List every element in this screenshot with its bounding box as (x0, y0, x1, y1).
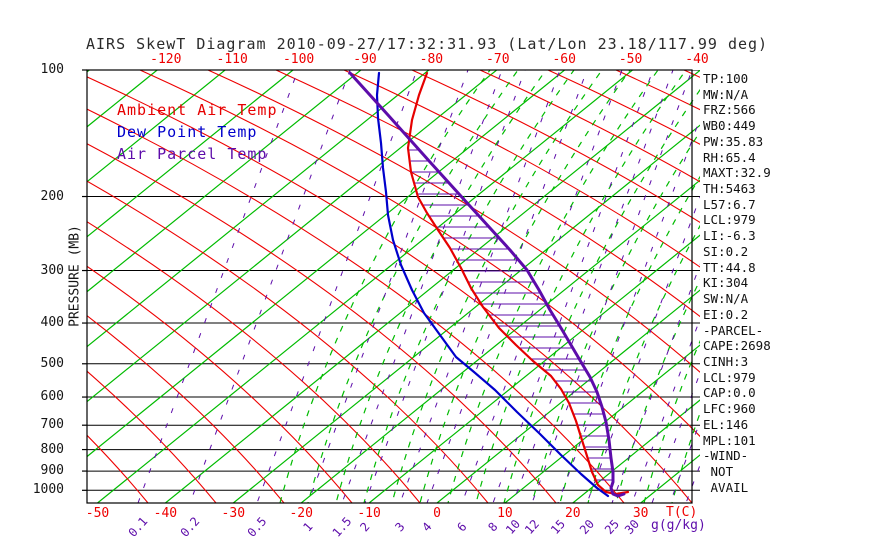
legend-ambient-air-temp: Ambient Air Temp (117, 101, 278, 119)
stats-row: LCL:979 (703, 212, 756, 228)
parcel-temp-curve (348, 71, 626, 498)
stats-row: TT:44.8 (703, 259, 756, 275)
plot-frame (86, 69, 693, 504)
stats-row: MPL:101 (703, 432, 756, 448)
pressure-label: 500 (40, 355, 64, 371)
pressure-label: 900 (40, 463, 64, 479)
ambient-temp-curve (406, 71, 630, 496)
bottom-temp-label: -30 (221, 506, 246, 521)
stats-row: LI:-6.3 (703, 228, 756, 244)
stats-row: L57:6.7 (703, 196, 756, 212)
stats-row: EI:0.2 (703, 306, 749, 322)
stats-row: TP:100 (703, 71, 749, 86)
bottom-temp-label: -10 (357, 506, 381, 521)
pressure-label: 600 (40, 389, 64, 405)
top-temp-label: -110 (216, 52, 248, 67)
pressure-label: 100 (40, 62, 64, 77)
bottom-temp-label: -50 (85, 506, 110, 521)
bottom-temp-label: 0 (433, 506, 441, 521)
stats-row: -PARCEL- (703, 322, 764, 338)
stats-row: CAP:0.0 (703, 385, 756, 401)
stats-row: WB0:449 (703, 118, 756, 134)
stats-row: CAPE:2698 (703, 338, 771, 354)
bottom-temp-label: 20 (564, 506, 581, 521)
stats-row: LFC:960 (703, 401, 756, 417)
stats-row: SI:0.2 (703, 243, 749, 259)
stats-row: LCL:979 (703, 369, 756, 385)
mixing-ratio-grid (137, 70, 700, 503)
pressure-label: 1000 (32, 482, 64, 498)
pressure-ticks (82, 69, 87, 491)
pressure-label: 700 (40, 417, 64, 433)
mixing-ratio-unit: g(g/kg) (651, 518, 706, 533)
cape-hatch (409, 149, 612, 481)
top-temp-label: -120 (150, 52, 182, 67)
top-temp-label: -100 (282, 52, 315, 67)
bottom-temp-label: 30 (632, 506, 649, 521)
top-temp-label: -90 (353, 52, 377, 67)
dry-adiabat-grid (87, 70, 700, 503)
plot-grid (87, 70, 700, 503)
stats-row: EL:146 (703, 416, 749, 432)
pressure-label: 800 (40, 441, 64, 457)
stats-row: RH:65.4 (703, 149, 756, 165)
top-temp-label: -70 (486, 52, 510, 67)
stats-row: AVAIL (703, 479, 749, 495)
legend-dew-point-temp: Dew Point Temp (117, 123, 258, 141)
bottom-temp-label: -20 (289, 506, 313, 521)
stats-row: CINH:3 (703, 353, 749, 369)
stats-row: MW:N/A (703, 86, 749, 102)
pressure-label: 300 (40, 262, 64, 278)
moist-adiabat-grid (279, 70, 700, 503)
top-temp-label: -50 (618, 52, 643, 67)
stats-row: -WIND- (703, 448, 749, 464)
page-title: AIRS SkewT Diagram 2010-09-27/17:32:31.9… (86, 35, 769, 53)
stats-row: SW:N/A (703, 291, 749, 307)
temp-axis-unit: T(C) (666, 505, 698, 520)
pressure-axis-title: PRESSURE (MB) (67, 225, 83, 327)
stats-row: NOT (703, 464, 734, 479)
stats-row: KI:304 (703, 275, 749, 291)
bottom-temp-label: -40 (153, 506, 178, 521)
legend-air-parcel-temp: Air Parcel Temp (117, 145, 268, 163)
pressure-label: 400 (40, 315, 64, 331)
top-temp-label: -80 (419, 52, 444, 67)
stats-row: PW:35.83 (703, 133, 764, 149)
pressure-label: 200 (40, 188, 64, 204)
top-temp-label: -40 (685, 52, 709, 67)
stats-row: FRZ:566 (703, 102, 756, 118)
bottom-temp-label: 10 (497, 506, 513, 521)
stats-row: MAXT:32.9 (703, 165, 771, 181)
stats-row: TH:5463 (703, 181, 756, 197)
dew-point-curve (375, 71, 610, 498)
top-temp-label: -60 (552, 52, 576, 67)
